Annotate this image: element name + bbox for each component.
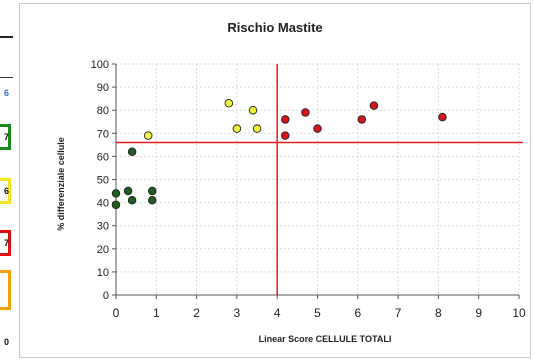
data-point xyxy=(111,200,121,210)
chart-title: Rischio Mastite xyxy=(227,20,323,35)
x-tick-label: 5 xyxy=(314,306,321,320)
data-point xyxy=(248,105,258,115)
y-tick-label: 70 xyxy=(97,128,109,140)
panel-divider xyxy=(0,77,13,78)
x-tick-label: 7 xyxy=(395,306,402,320)
y-tick-label: 30 xyxy=(97,221,109,233)
data-point xyxy=(369,101,379,110)
x-tick-label: 0 xyxy=(113,306,120,320)
y-tick-label: 10 xyxy=(97,267,109,279)
x-tick-label: 9 xyxy=(475,306,482,320)
y-tick-label: 50 xyxy=(97,175,109,187)
data-point xyxy=(252,124,262,133)
data-point xyxy=(232,124,242,133)
panel-border-top xyxy=(0,36,13,38)
y-tick-label: 100 xyxy=(91,59,109,71)
panel-yellow-box xyxy=(0,178,11,204)
data-point xyxy=(281,131,290,140)
data-point xyxy=(301,108,310,117)
data-point xyxy=(123,186,133,196)
data-point xyxy=(143,131,153,140)
y-tick-label: 20 xyxy=(97,244,109,256)
panel-fragment-text: 7 xyxy=(4,132,10,142)
data-point xyxy=(127,147,137,157)
data-point xyxy=(148,196,157,205)
x-tick-label: 2 xyxy=(193,306,200,320)
left-panel-fragment: 6 7 6 7 0 xyxy=(0,0,14,361)
x-tick-label: 8 xyxy=(435,306,442,320)
x-tick-label: 6 xyxy=(354,306,361,320)
data-point xyxy=(127,196,137,205)
data-point xyxy=(281,115,290,124)
panel-red-box xyxy=(0,230,11,256)
chart-area xyxy=(19,3,531,358)
x-axis-label: Linear Score CELLULE TOTALI xyxy=(258,334,392,344)
y-tick-label: 90 xyxy=(97,82,109,94)
x-tick-label: 10 xyxy=(512,306,526,320)
x-tick-label: 3 xyxy=(234,306,241,320)
data-point xyxy=(438,112,447,122)
panel-fragment-text: 6 xyxy=(4,186,10,196)
panel-green-box xyxy=(0,124,11,150)
panel-fragment-text: 7 xyxy=(4,238,10,248)
panel-fragment-text: 6 xyxy=(4,88,10,98)
data-point xyxy=(357,115,367,124)
data-point xyxy=(111,189,121,198)
y-tick-label: 40 xyxy=(97,198,109,210)
x-tick-label: 4 xyxy=(274,306,281,320)
panel-orange-box xyxy=(0,270,11,310)
y-tick-label: 0 xyxy=(103,290,109,302)
y-tick-label: 60 xyxy=(97,151,109,163)
x-tick-label: 1 xyxy=(153,306,160,320)
data-point xyxy=(313,124,322,133)
panel-fragment-text: 0 xyxy=(4,337,10,347)
data-point xyxy=(148,186,157,196)
data-point xyxy=(224,99,234,108)
y-tick-label: 80 xyxy=(97,105,109,117)
